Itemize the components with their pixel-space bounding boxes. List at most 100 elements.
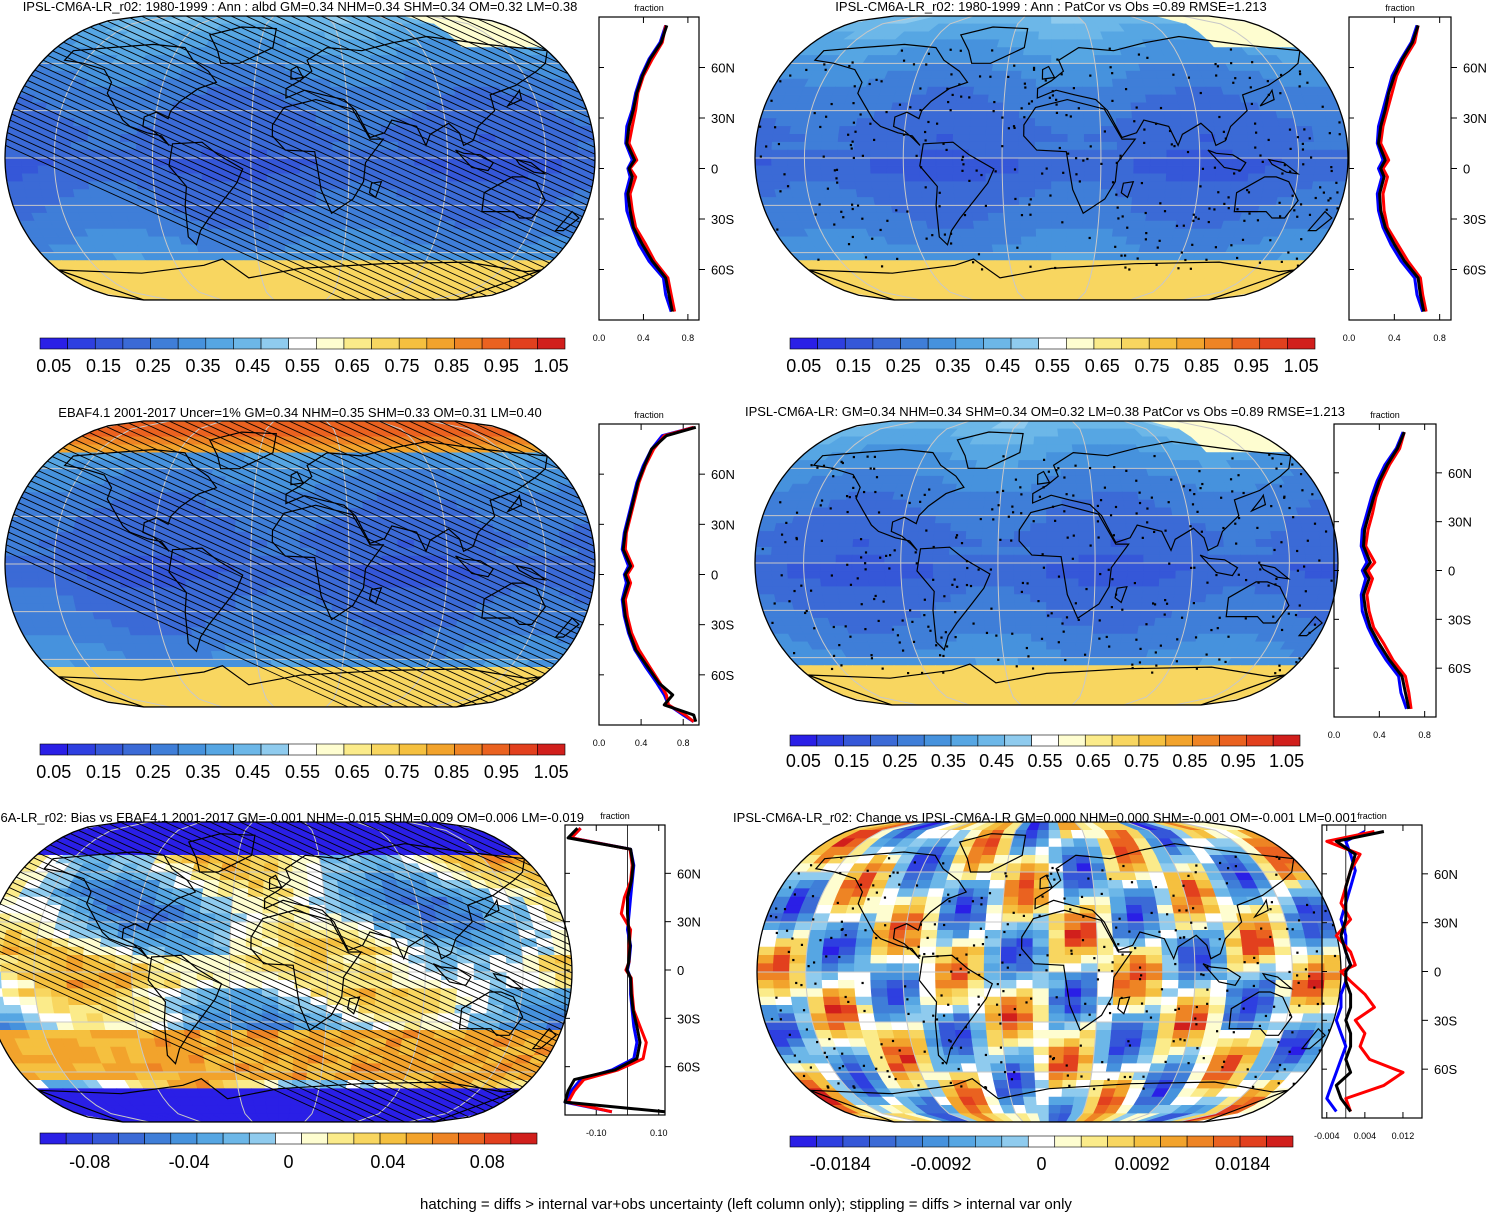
colorbar-swatch [405, 1132, 433, 1145]
colorbar-label: 1.05 [1284, 356, 1319, 376]
zonal-ytick-label: 30S [677, 1011, 700, 1026]
colorbar-swatch [897, 734, 925, 747]
colorbar-swatch [1246, 734, 1274, 747]
colorbar-label: 0.65 [1076, 751, 1111, 771]
colorbar-swatch [900, 337, 929, 350]
colorbar-swatch [537, 337, 566, 350]
coast-australia [1228, 991, 1293, 1036]
colorbar-label: 0.45 [235, 356, 270, 376]
zonal-line-ens [1362, 431, 1411, 710]
zonal-ytick-label: 0 [677, 963, 684, 978]
zonal-ytick-label: 60N [711, 61, 735, 76]
colorbar-label: 0.25 [136, 762, 171, 782]
coast-north-america [814, 851, 968, 960]
coast-japan [1252, 898, 1269, 919]
colorbar-swatch [118, 1132, 145, 1145]
colorbar-label: 0.95 [1221, 751, 1256, 771]
colorbar-swatch [426, 337, 455, 350]
coast-british-isles [290, 470, 304, 486]
coast-new-guinea [1261, 972, 1294, 990]
colorbar: 0.05 0.15 0.25 0.35 0.45 0.55 0.65 0.75 0.85 0.95… [786, 734, 1304, 771]
colorbar-swatch [844, 337, 874, 350]
coast-british-isles [1039, 874, 1053, 890]
zonal-xtick-label: 0.8 [1433, 333, 1446, 343]
coast-british-isles [1036, 470, 1051, 485]
colorbar-swatch [122, 337, 151, 350]
colorbar-swatch [895, 1135, 923, 1148]
coast-indonesia [1202, 963, 1242, 986]
coast-antarctica [37, 1078, 520, 1122]
colorbar-swatch [1219, 734, 1247, 747]
colorbar-swatch [343, 337, 372, 350]
zonal-ytick-label: 30N [711, 111, 735, 126]
colorbar-swatch [177, 337, 207, 350]
colorbar-label: 0.55 [285, 762, 320, 782]
colorbar-label: 0.85 [434, 356, 469, 376]
zonal-line-obs [1375, 24, 1425, 313]
colorbar-label: 0.35 [186, 356, 221, 376]
colorbar-swatch [371, 743, 400, 756]
zonal-ytick-label: 30S [1434, 1013, 1457, 1028]
zonal-ytick-label: 30N [1434, 916, 1458, 931]
colorbar-label: 0.95 [484, 356, 519, 376]
zonal-ytick-label: 30S [1448, 612, 1471, 627]
zonal-xtick-label: 0.8 [682, 333, 695, 343]
coast-south-america [168, 547, 244, 653]
colorbar-label: 0.85 [1172, 751, 1207, 771]
coast-antarctica [58, 258, 542, 300]
zonal-ytick-label: 60N [1448, 466, 1472, 481]
zonal-line-ens [621, 425, 698, 723]
colorbar-label: 1.05 [534, 762, 569, 782]
colorbar-swatch [1239, 1135, 1267, 1148]
colorbar-label: 0.35 [931, 751, 966, 771]
coast-madagascar [1120, 180, 1135, 199]
zonal-mean-plot: fraction -0.10 0.10 60N 30N 0 30S 60S [563, 811, 701, 1138]
zonal-mean-plot: fraction 0.0 0.4 0.8 60N 30N 0 30S 60S [1328, 410, 1472, 740]
coast-japan [1259, 88, 1275, 107]
colorbar-label: 0.55 [1027, 751, 1062, 771]
colorbar-swatch [398, 743, 428, 756]
colorbar-swatch [327, 1132, 355, 1145]
colorbar-label: 0.75 [1134, 356, 1169, 376]
zonal-xlabel: fraction [1357, 811, 1387, 821]
coast-antarctica [809, 1078, 1289, 1122]
colorbar-swatch [1204, 337, 1233, 350]
zonal-line-model [627, 25, 677, 312]
coast-greenland [958, 833, 1027, 873]
colorbar-swatch [509, 743, 538, 756]
zonal-xlabel: fraction [634, 3, 664, 13]
coast-antarctica [808, 258, 1295, 300]
zonal-line-obs [1359, 431, 1408, 710]
colorbar-swatch [426, 743, 455, 756]
colorbar-swatch [150, 337, 179, 350]
coast-antarctica [807, 663, 1286, 705]
colorbar-swatch [1084, 734, 1113, 747]
colorbar-swatch [843, 734, 871, 747]
colorbar-swatch [92, 1132, 119, 1145]
panel-title: IPSL-CM6A-LR_r02: 1980-1999 : Ann : PatC… [835, 0, 1266, 14]
panel-p5: -CM6A-LR_r02: Bias vs EBAF4.1 2001-2017 … [0, 810, 701, 1172]
coast-british-isles [268, 874, 283, 890]
colorbar-label: 0.0092 [1115, 1154, 1170, 1174]
zonal-xtick-label: 0.8 [1418, 730, 1431, 740]
zonal-line-model [1364, 431, 1413, 710]
coast-new-guinea [1267, 158, 1301, 175]
coast-japan [505, 494, 523, 514]
colorbar-label: -0.0184 [810, 1154, 871, 1174]
colorbar-label: 0.75 [384, 762, 419, 782]
colorbar-swatch [1010, 337, 1039, 350]
zonal-xlabel: fraction [634, 410, 664, 420]
zonal-mean-plot: fraction 0.0 0.4 0.8 60N 30N 0 30S 60S [1343, 3, 1487, 343]
zonal-ytick-label: 60N [711, 467, 735, 482]
panel-p3: EBAF4.1 2001-2017 Uncer=1% GM=0.34 NHM=0… [4, 405, 735, 782]
colorbar-swatch [510, 1132, 538, 1145]
map-field [0, 822, 572, 1122]
colorbar-swatch [1213, 1135, 1241, 1148]
colorbar-swatch [1176, 337, 1205, 350]
zonal-ytick-label: 60S [1434, 1062, 1457, 1077]
zonal-xtick-label: 0.012 [1392, 1131, 1415, 1141]
coastlines [808, 26, 1333, 300]
colorbar-label: 0.85 [434, 762, 469, 782]
colorbar-swatch [927, 337, 957, 350]
zonal-xlabel: fraction [1370, 410, 1400, 420]
